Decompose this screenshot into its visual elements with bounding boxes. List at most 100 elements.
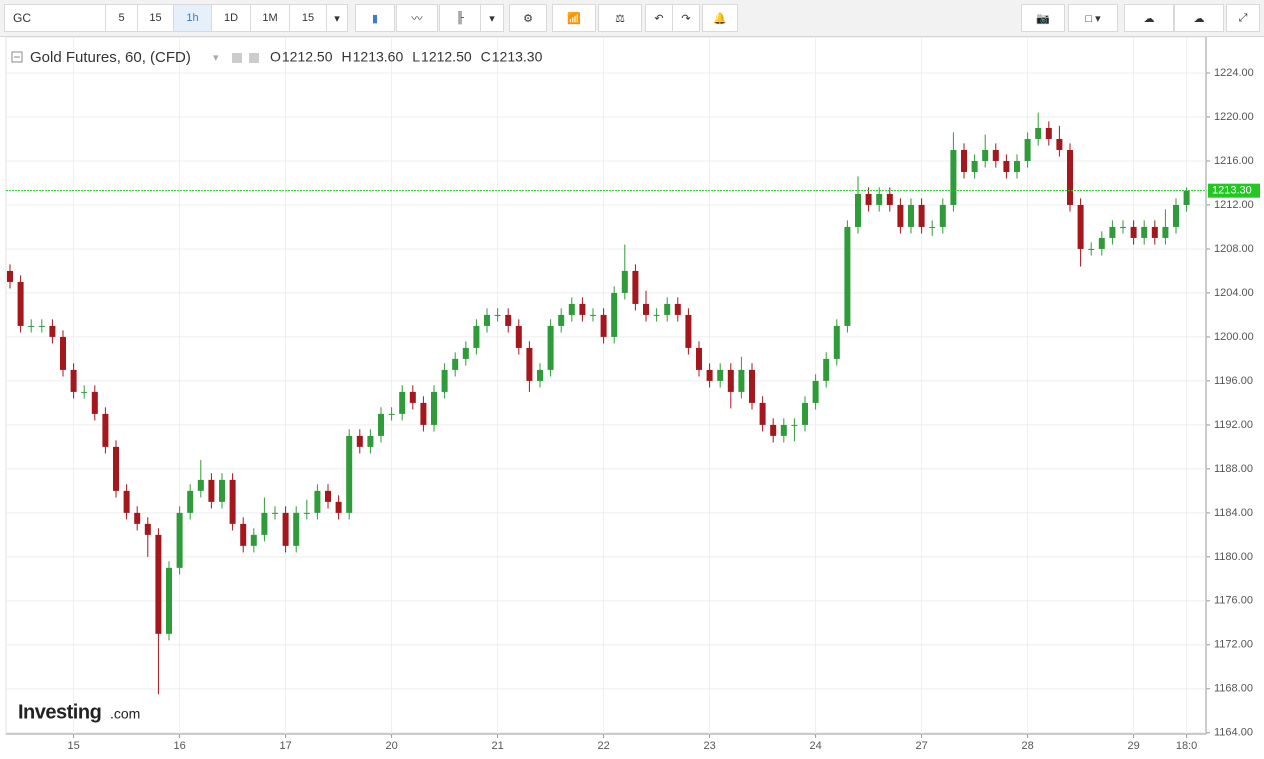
- candle-body: [367, 435, 374, 447]
- y-tick-label: 1184.00: [1214, 507, 1253, 519]
- candle-body: [1098, 237, 1105, 249]
- candle-body: [1014, 160, 1020, 172]
- candle-body: [452, 358, 459, 370]
- candle-body: [91, 391, 98, 414]
- visibility-icon[interactable]: [232, 53, 242, 63]
- candle-body: [1109, 226, 1116, 238]
- x-tick-label: 29: [1127, 740, 1139, 752]
- ohlc-key: H: [342, 49, 352, 65]
- candle-body: [1067, 149, 1073, 205]
- redo-button[interactable]: ↷: [672, 4, 700, 32]
- candle-body: [441, 369, 448, 392]
- y-tick-label: 1208.00: [1214, 243, 1254, 255]
- interval-button[interactable]: 1D: [211, 4, 251, 32]
- interval-dropdown[interactable]: ▾: [326, 4, 348, 32]
- logo-suffix: .com: [110, 706, 140, 722]
- fullscreen-button[interactable]: ⤢: [1226, 4, 1260, 32]
- interval-button[interactable]: 1M: [250, 4, 290, 32]
- load-button[interactable]: ☁: [1124, 4, 1174, 32]
- candle-body: [505, 314, 512, 326]
- candle-body: [409, 391, 416, 403]
- candle-body: [886, 193, 893, 205]
- compare-button[interactable]: ⚖: [598, 4, 642, 32]
- dropdown[interactable]: ▾: [480, 4, 504, 32]
- title-dropdown[interactable]: ▾: [213, 52, 219, 64]
- studies-button[interactable]: 📶: [552, 4, 596, 32]
- candle-body: [579, 303, 586, 315]
- candle-body: [335, 501, 342, 513]
- candle-body: [1045, 127, 1052, 139]
- candle-body: [717, 369, 724, 381]
- candle-body: [303, 512, 310, 514]
- chart-title: Gold Futures, 60, (CFD): [30, 49, 191, 66]
- candle-body: [399, 391, 406, 414]
- y-tick-label: 1216.00: [1214, 155, 1254, 167]
- candle-body: [325, 490, 331, 502]
- candle-body: [250, 534, 257, 546]
- logo-brand: Investing: [18, 701, 101, 723]
- candle-body: [727, 369, 734, 392]
- candle-body: [272, 512, 278, 514]
- candle-body: [982, 149, 989, 161]
- candle-body: [1173, 204, 1179, 227]
- candle-body: [494, 314, 501, 316]
- candle-body: [1077, 204, 1084, 249]
- candle-body: [908, 204, 914, 227]
- candle-body: [1120, 226, 1126, 228]
- interval-button[interactable]: 5: [105, 4, 138, 32]
- candle-body: [144, 523, 151, 535]
- candle-body: [897, 204, 904, 227]
- y-tick-label: 1188.00: [1214, 463, 1253, 475]
- candle-body: [918, 204, 925, 227]
- x-tick-label: 23: [703, 740, 715, 752]
- x-tick-label: 17: [279, 740, 291, 752]
- candle-body: [696, 347, 702, 370]
- candle-body: [378, 413, 384, 436]
- candle-body: [282, 512, 289, 546]
- toolbar: GC 5 15 1h 1D 1M 15 ▾ ▮ 〰 ╟ ▾ ⚙ 📶 ⚖ ↶ ↷ …: [0, 0, 1264, 37]
- candle-body: [7, 270, 13, 282]
- candle-body: [166, 567, 172, 634]
- interval-button[interactable]: 1h: [173, 4, 212, 32]
- chart-type-button[interactable]: ▮: [355, 4, 395, 32]
- interval-button[interactable]: 15: [137, 4, 174, 32]
- save-button[interactable]: ☁: [1174, 4, 1224, 32]
- color-button[interactable]: □ ▾: [1068, 4, 1118, 32]
- candle-body: [293, 512, 300, 546]
- candle-body: [1088, 248, 1095, 250]
- symbol-input[interactable]: GC: [4, 4, 106, 32]
- candle-body: [60, 336, 66, 370]
- indicator-button[interactable]: 〰: [396, 4, 438, 32]
- candle-body: [1151, 226, 1158, 238]
- candle-body: [102, 413, 109, 447]
- x-tick-label: 20: [385, 740, 397, 752]
- settings-icon[interactable]: [249, 53, 259, 63]
- candle-body: [653, 314, 660, 316]
- y-tick-label: 1220.00: [1214, 111, 1254, 123]
- ohlc-value: 1213.30: [492, 49, 543, 65]
- y-tick-label: 1176.00: [1214, 595, 1253, 607]
- candle-body: [1056, 138, 1063, 150]
- candle-body: [1024, 138, 1031, 161]
- snapshot-button[interactable]: 📷: [1021, 4, 1065, 32]
- candle-body: [1183, 190, 1190, 205]
- candle-body: [558, 314, 565, 326]
- ohlc-legend: O 1212.50 H 1213.60 L 1212.50 C 1213.30: [270, 49, 543, 65]
- candle-body: [484, 314, 490, 326]
- y-tick-label: 1180.00: [1214, 551, 1253, 563]
- y-tick-label: 1212.00: [1214, 199, 1254, 211]
- settings-button[interactable]: ⚙: [509, 4, 547, 32]
- bars-button[interactable]: ╟: [439, 4, 481, 32]
- candle-body: [70, 369, 77, 392]
- candle-body: [229, 479, 236, 524]
- alert-button[interactable]: 🔔: [702, 4, 738, 32]
- interval-button[interactable]: 15: [289, 4, 327, 32]
- candle-body: [462, 347, 469, 359]
- candle-body: [749, 369, 755, 403]
- candle-body: [526, 347, 533, 381]
- y-tick-label: 1192.00: [1214, 419, 1253, 431]
- candle-body: [621, 270, 628, 293]
- candle-body: [346, 435, 353, 513]
- undo-button[interactable]: ↶: [645, 4, 673, 32]
- candle-body: [844, 226, 851, 326]
